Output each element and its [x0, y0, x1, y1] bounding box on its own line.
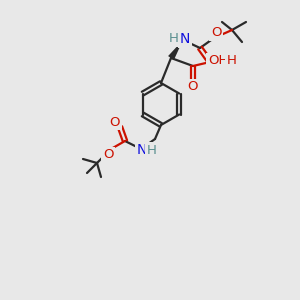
Text: N: N: [137, 143, 147, 157]
Polygon shape: [168, 40, 183, 60]
Text: H: H: [147, 143, 157, 157]
Text: H: H: [169, 32, 179, 46]
Text: H: H: [227, 55, 237, 68]
Text: O: O: [103, 148, 113, 161]
Text: OH: OH: [208, 55, 228, 68]
Text: N: N: [180, 32, 190, 46]
Text: O: O: [110, 116, 120, 128]
Text: O: O: [209, 58, 219, 71]
Text: O: O: [188, 80, 198, 94]
Text: O: O: [211, 26, 221, 40]
